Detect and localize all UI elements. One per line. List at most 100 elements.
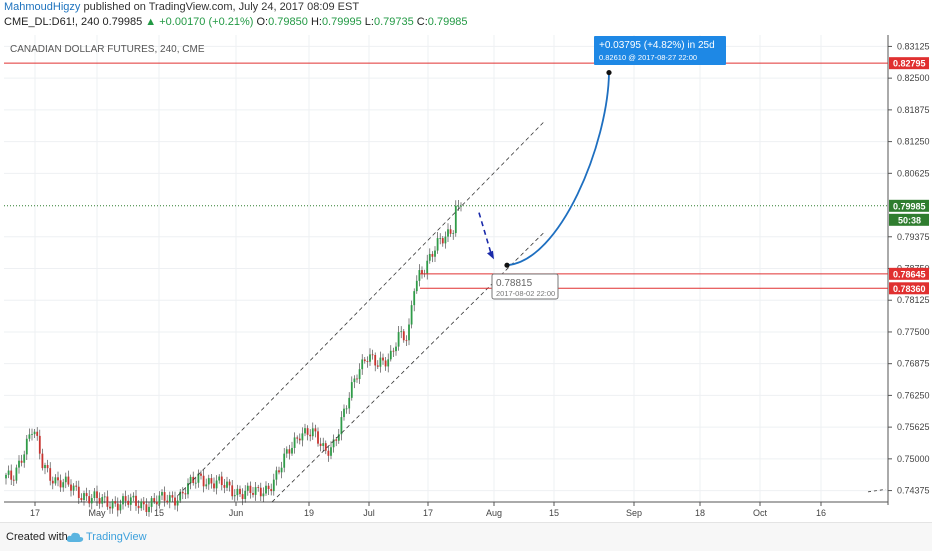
candle [259,482,262,501]
candle [413,288,416,312]
candle [436,232,439,254]
candle [324,440,327,455]
candle [288,444,291,460]
candle [408,318,410,346]
author-link[interactable]: MahmoudHigzy [4,1,81,13]
x-tick-label: 15 [154,508,164,518]
candle [93,487,96,501]
candle [343,404,345,421]
candle [41,448,44,471]
candle-body [184,493,187,495]
candle [51,476,54,490]
candle [49,462,52,486]
candle [145,498,148,516]
y-tick-label: 0.81250 [897,137,930,147]
trend-channel [177,120,887,503]
candle [64,472,67,489]
candle [306,425,309,441]
candle [33,429,36,439]
candle-body [389,350,392,360]
candle [231,480,234,500]
candle-body [454,205,457,234]
candle-body [291,447,293,454]
candle [415,275,418,294]
candle [236,484,239,501]
candle-body [88,496,91,504]
candle [350,376,353,401]
candle [168,491,171,509]
candle-body [421,270,423,274]
candle [340,411,343,441]
candle-body [137,505,140,509]
tradingview-brand[interactable]: TradingView [86,531,147,543]
candle-body [439,238,442,239]
candle-body [397,332,400,347]
candle [28,428,31,442]
candle [163,486,166,507]
candle [270,483,273,496]
candle-body [418,270,421,281]
candle [181,487,184,500]
candle-body [413,291,416,306]
candle [278,466,280,475]
y-tick-label: 0.75625 [897,422,930,432]
candle-body [402,331,405,341]
candle-body [155,501,158,505]
price-label-text: 0.82795 [893,59,926,69]
candle-body [392,350,395,352]
candle [202,470,205,493]
candle-body [124,496,127,501]
channel-upper-line [177,120,546,496]
symbol-info-bar: CME_DL:D61!, 240 0.79985 ▲ +0.00170 (+0.… [4,16,468,28]
candle [265,481,267,496]
candle-body [343,408,345,418]
candle [293,432,296,454]
candle-body [239,488,241,495]
candle [434,246,436,262]
candle [335,437,338,447]
candle [337,428,340,444]
candle-body [449,229,452,234]
price-chart[interactable]: 0.83125 0.82500 0.81875 0.81250 0.80625 0.793… [0,30,932,522]
candle-body [350,382,353,398]
candle-body [340,417,343,435]
candle [444,231,447,249]
candle [228,479,231,492]
candle-body [67,476,70,485]
price-label-box [889,282,929,295]
candle [205,478,208,490]
candle [12,475,15,487]
candle-body [363,359,366,362]
pullback-path [478,212,492,254]
candle [244,485,247,503]
tradingview-cloud-icon [66,532,84,542]
candle-body [265,485,267,494]
open-value: 0.79850 [268,16,308,28]
candle [215,475,218,495]
footer-bar: Created with TradingView [0,522,932,551]
x-tick-label: 18 [695,508,705,518]
price-label-box [889,57,929,70]
candle [158,491,161,509]
candle [80,493,83,503]
candle-body [129,497,132,505]
candle-body [64,476,67,483]
projection-start-point [504,262,510,268]
candle [322,437,325,452]
countdown-text: 50:38 [898,215,921,225]
candle [132,492,135,502]
candle [249,481,252,499]
candle [137,500,140,514]
candle [90,494,93,510]
candle-body [194,482,197,484]
candle [88,490,91,508]
candle [77,480,80,505]
candle-body [444,236,447,244]
candle [98,492,101,509]
candle [241,488,244,506]
candle-body [285,449,288,454]
candle-body [70,484,72,491]
candle [85,487,88,502]
candle [161,489,163,501]
